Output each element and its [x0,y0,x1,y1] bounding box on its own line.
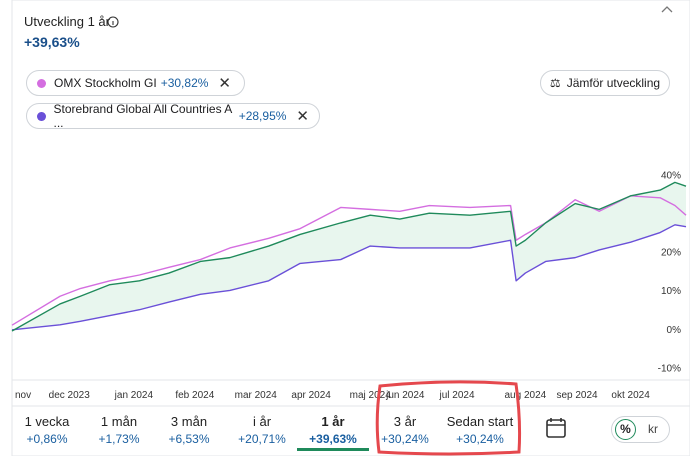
collapse-chevron[interactable] [661,6,673,13]
x-tick-label: jan 2024 [114,390,154,401]
period-value: +30,24% [381,432,429,446]
legend-change: +30,82% [160,76,209,90]
info-icon[interactable] [107,16,119,28]
x-tick-label: sep 2024 [556,390,598,401]
x-tick-label: maj 2024 [350,390,392,401]
period-tab[interactable]: i år +20,71% [222,414,302,446]
unit-option[interactable]: % [615,419,636,440]
red-annotation [375,380,522,456]
period-tab[interactable]: 3 år +30,24% [365,414,445,446]
period-label: 3 mån [170,414,208,429]
unit-option[interactable]: kr [648,422,658,436]
period-label: 1 mån [100,414,138,429]
y-tick-label: 10% [661,286,681,297]
x-tick-label: okt 2024 [611,390,650,401]
period-value: +6,53% [168,432,210,446]
remove-icon[interactable]: ✕ [218,75,231,92]
x-tick-label: dec 2023 [49,390,91,401]
period-tab[interactable]: 1 mån +1,73% [79,414,159,446]
x-tick-label: jul 2024 [439,390,475,401]
period-label: 1 vecka [24,414,70,429]
period-value: +39,63% [309,432,357,446]
series-line [11,195,687,326]
area-fill [12,182,686,331]
legend-name: OMX Stockholm GI [54,76,157,90]
calendar-icon[interactable] [546,418,566,438]
y-tick-label: 0% [667,325,682,336]
y-tick-label: -10% [658,363,681,374]
x-tick-label: aug 2024 [504,390,546,401]
legend-chip[interactable]: OMX Stockholm GI +30,82% ✕ [26,70,245,96]
period-tab[interactable]: 1 år +39,63% [293,414,373,446]
period-label: i år [252,414,272,429]
period-label: Sedan start [446,414,514,429]
x-tick-label: feb 2024 [175,390,214,401]
legend-dot [37,78,46,88]
remove-icon[interactable]: ✕ [296,108,309,125]
total-change: +39,63% [24,34,80,50]
compare-label: Jämför utveckling [566,76,661,90]
period-label: 3 år [393,414,417,429]
x-tick-label: mar 2024 [235,390,278,401]
y-tick-label: 40% [661,170,681,181]
period-tab[interactable]: Sedan start +30,24% [440,414,520,446]
legend-change: +28,95% [238,109,287,123]
panel-border [11,0,690,456]
x-tick-label: jun 2024 [385,390,425,401]
calendar-body [546,419,566,438]
legend-dot [37,111,46,121]
unit-toggle[interactable]: % kr [611,416,670,443]
period-value: +30,24% [456,432,504,446]
period-value: +20,71% [238,432,286,446]
title: Utveckling 1 år [24,14,110,29]
period-label: 1 år [321,414,345,429]
legend-chip[interactable]: Storebrand Global All Countries A ... +2… [26,102,320,130]
x-tick-label: nov [15,390,31,401]
period-value: +1,73% [98,432,140,446]
period-tab[interactable]: 3 mån +6,53% [149,414,229,446]
x-tick-label: apr 2024 [291,390,331,401]
period-tab[interactable]: 1 vecka +0,86% [7,414,87,446]
series-line [11,224,687,331]
series-line [11,181,687,332]
selected-underline [297,448,369,451]
scale-icon: ⚖ [549,76,561,90]
y-tick-label: 20% [661,248,681,259]
legend-name: Storebrand Global All Countries A ... [53,102,232,130]
period-value: +0,86% [26,432,68,446]
compare-button[interactable]: ⚖ Jämför utveckling [540,70,670,96]
